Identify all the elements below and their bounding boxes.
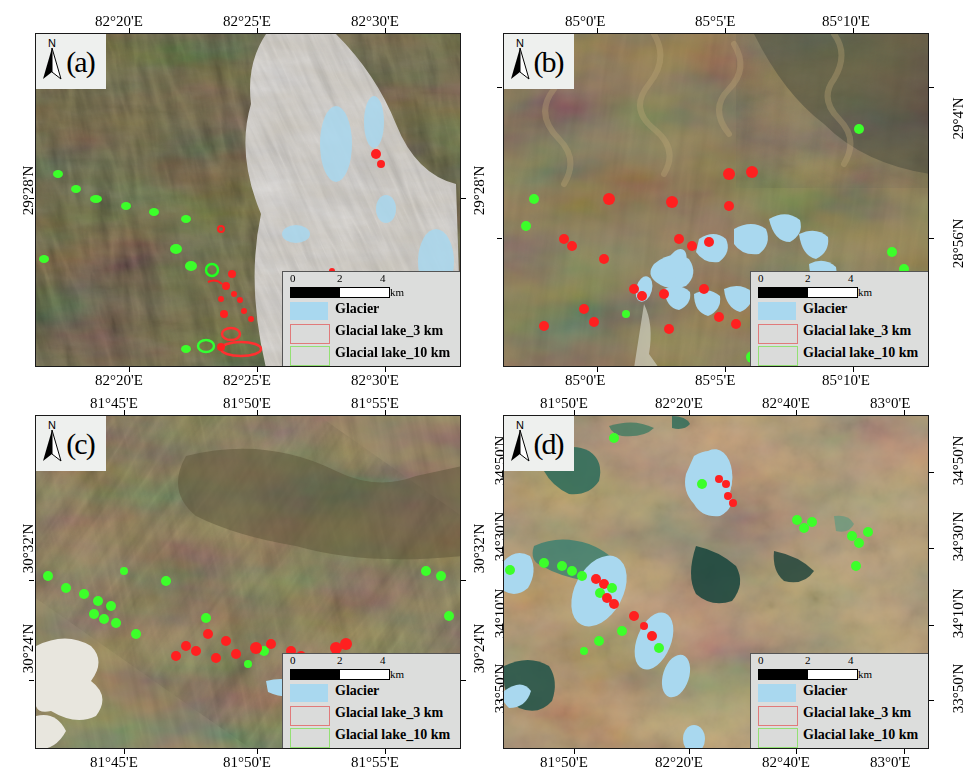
svg-text:N: N	[516, 419, 524, 431]
svg-text:N: N	[516, 37, 524, 49]
svg-text:N: N	[48, 37, 56, 49]
svg-text:N: N	[48, 419, 56, 431]
